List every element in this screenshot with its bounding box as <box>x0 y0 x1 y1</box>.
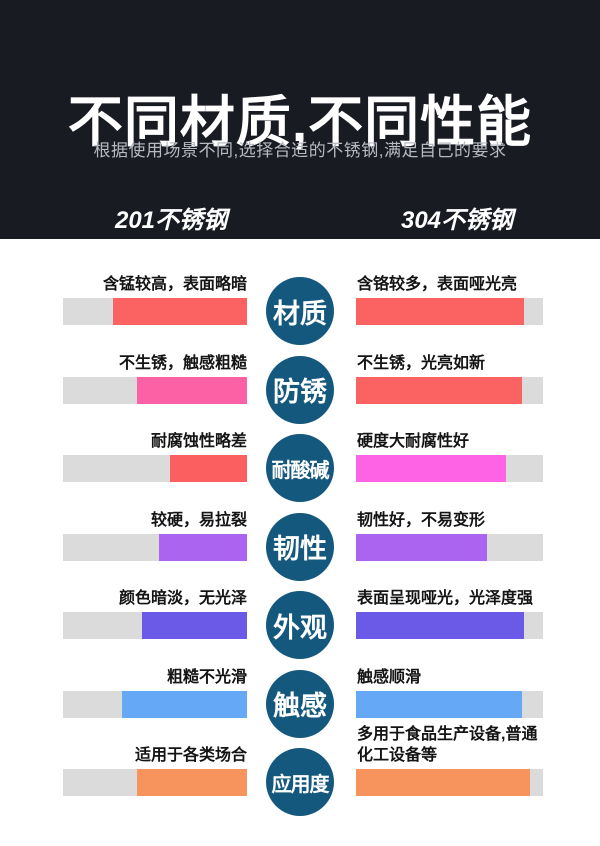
category-label: 材质 <box>273 298 327 329</box>
page-subtitle: 根据使用场景不同,选择合适的不锈钢,满足自己的要求 <box>93 141 507 160</box>
right-bar-track <box>356 533 543 561</box>
left-bar-fill <box>136 769 247 797</box>
left-spec-label: 不生锈，触感粗糙 <box>118 354 247 372</box>
comparison-row: 不生锈，触感粗糙防锈 不生锈，光亮如新 <box>0 351 600 430</box>
category-label: 应用度 <box>271 773 330 796</box>
left-spec: 不生锈，触感粗糙 <box>63 351 247 430</box>
right-spec-label: 触感顺滑 <box>357 668 422 686</box>
right-bar-fill <box>356 612 525 640</box>
comparison-row: 粗糙不光滑触感 触感顺滑 <box>0 665 600 744</box>
right-spec: 硬度大耐腐性好 <box>356 429 543 508</box>
left-spec-label: 含锰较高，表面略暗 <box>102 276 247 294</box>
category-label: 耐酸碱 <box>271 459 330 482</box>
right-spec-label: 硬度大耐腐性好 <box>357 433 470 451</box>
right-spec-label: 含铬较多，表面哑光亮 <box>357 276 518 294</box>
category-badge: 外观 <box>266 591 334 660</box>
category-badge: 触感 <box>266 669 334 738</box>
left-bar-fill <box>158 533 247 561</box>
left-bar-track <box>63 533 247 561</box>
right-bar-track <box>356 612 543 640</box>
left-bar-fill <box>142 612 247 640</box>
left-bar-fill <box>136 376 247 404</box>
left-bar-track <box>63 298 247 326</box>
left-bar-track <box>63 690 247 718</box>
left-bar-track <box>63 376 247 404</box>
left-bar-fill <box>112 298 247 326</box>
left-spec-label: 颜色暗淡，无光泽 <box>118 590 247 608</box>
right-bar-track <box>356 455 543 483</box>
right-bar-fill <box>356 376 523 404</box>
right-spec-label: 多用于食品生产设备,普通 化工设备等 <box>357 726 538 765</box>
right-bar-fill <box>356 533 487 561</box>
right-spec: 触感顺滑 <box>356 665 543 744</box>
left-spec: 含锰较高，表面略暗 <box>63 272 247 351</box>
right-spec: 不生锈，光亮如新 <box>356 351 543 430</box>
category-badge: 防锈 <box>266 355 334 424</box>
left-spec-label: 耐腐蚀性略差 <box>150 433 247 451</box>
left-bar-track <box>63 769 247 797</box>
left-spec-label: 适用于各类场合 <box>134 747 247 765</box>
category-label: 防锈 <box>273 377 327 408</box>
comparison-row: 耐腐蚀性略差耐酸碱 硬度大耐腐性好 <box>0 429 600 508</box>
comparison-body: 含锰较高，表面略暗材质 含铬较多，表面哑光亮不生锈，触感粗糙防锈 不生锈，光亮如新耐… <box>0 239 600 822</box>
left-spec: 较硬，易拉裂 <box>63 508 247 587</box>
left-bar-fill <box>121 690 247 718</box>
right-spec-label: 表面呈现哑光，光泽度强 <box>357 590 534 608</box>
right-bar-fill <box>356 690 523 718</box>
category-badge: 应用度 <box>266 748 334 817</box>
page-title: 不同材质,不同性能 <box>67 90 533 153</box>
right-spec-label: 韧性好，不易变形 <box>357 511 486 529</box>
comparison-row: 含锰较高，表面略暗材质 含铬较多，表面哑光亮 <box>0 272 600 351</box>
category-badge: 韧性 <box>266 512 334 581</box>
header: 不同材质,不同性能 根据使用场景不同,选择合适的不锈钢,满足自己的要求 201不… <box>0 0 600 239</box>
category-label: 触感 <box>273 691 327 722</box>
category-badge: 耐酸碱 <box>266 434 334 503</box>
category-label: 韧性 <box>273 534 327 565</box>
right-bar-track <box>356 690 543 718</box>
right-bar-track <box>356 376 543 404</box>
left-spec-label: 较硬，易拉裂 <box>150 511 247 529</box>
right-spec: 多用于食品生产设备,普通 化工设备等 <box>356 726 543 822</box>
column-header-304: 304不锈钢 <box>400 207 514 234</box>
left-bar-track <box>63 455 247 483</box>
left-bar-fill <box>169 455 247 483</box>
right-spec: 含铬较多，表面哑光亮 <box>356 272 543 351</box>
right-bar-fill <box>356 769 530 797</box>
left-bar-track <box>63 612 247 640</box>
left-spec: 颜色暗淡，无光泽 <box>63 586 247 665</box>
right-bar-fill <box>356 455 506 483</box>
right-spec: 韧性好，不易变形 <box>356 508 543 587</box>
comparison-row: 颜色暗淡，无光泽外观 表面呈现哑光，光泽度强 <box>0 586 600 665</box>
right-bar-fill <box>356 298 525 326</box>
category-badge: 材质 <box>266 277 334 346</box>
right-bar-track <box>356 769 543 797</box>
column-header-201: 201不锈钢 <box>114 207 228 234</box>
left-spec: 粗糙不光滑 <box>63 665 247 744</box>
right-spec-label: 不生锈，光亮如新 <box>357 354 486 372</box>
left-spec: 耐腐蚀性略差 <box>63 429 247 508</box>
right-bar-track <box>356 298 543 326</box>
comparison-row: 适用于各类场合应用度 多用于食品生产设备,普通 化工设备等 <box>0 726 600 822</box>
left-spec: 适用于各类场合 <box>63 743 247 822</box>
left-spec-label: 粗糙不光滑 <box>166 668 247 686</box>
right-spec: 表面呈现哑光，光泽度强 <box>356 586 543 665</box>
category-label: 外观 <box>273 612 327 643</box>
comparison-row: 较硬，易拉裂韧性 韧性好，不易变形 <box>0 508 600 587</box>
